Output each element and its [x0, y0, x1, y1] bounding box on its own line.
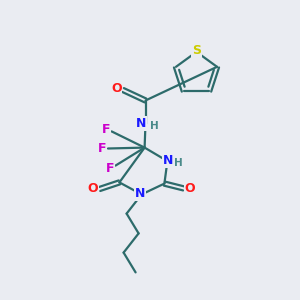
Text: F: F [102, 123, 110, 136]
Text: N: N [163, 154, 173, 167]
Text: O: O [111, 82, 122, 95]
Text: F: F [98, 142, 106, 155]
Text: S: S [192, 44, 201, 57]
Text: O: O [88, 182, 98, 195]
Text: H: H [149, 121, 158, 131]
Text: H: H [174, 158, 183, 168]
Text: F: F [106, 161, 114, 175]
Text: O: O [184, 182, 195, 195]
Text: N: N [135, 187, 145, 200]
Text: N: N [136, 117, 146, 130]
